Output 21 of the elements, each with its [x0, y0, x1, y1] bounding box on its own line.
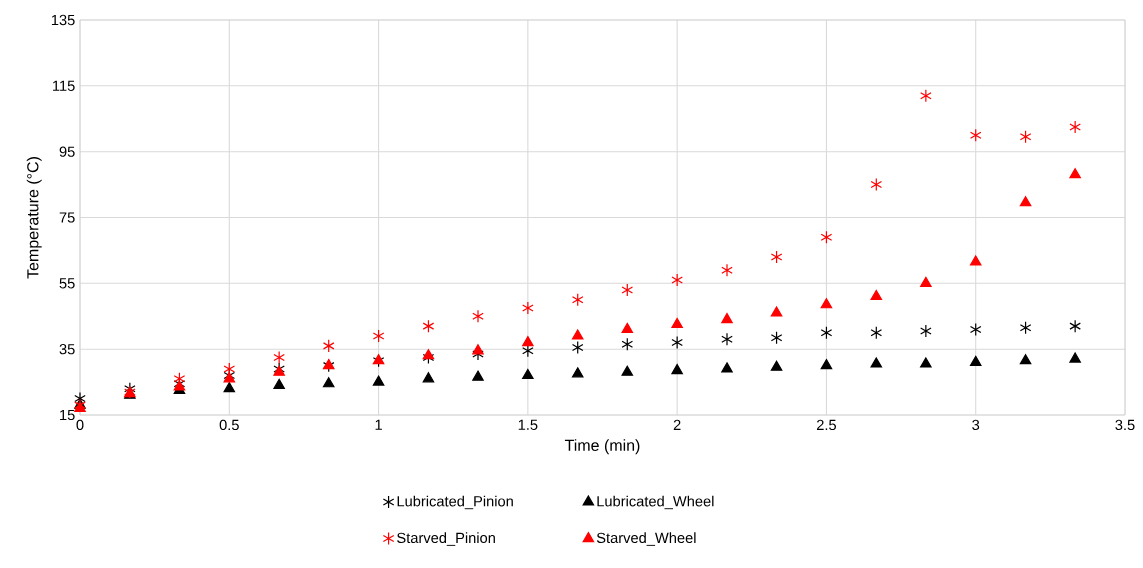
- x-tick-label: 1.5: [518, 419, 538, 430]
- y-tick-label: 75: [59, 212, 75, 223]
- legend-label: Lubricated_Pinion: [397, 495, 513, 510]
- x-tick-label: 3.5: [1115, 419, 1135, 431]
- x-axis-title: Time (min): [564, 439, 640, 455]
- y-tick-label: 95: [59, 146, 75, 157]
- x-tick-label: 0.5: [219, 419, 239, 431]
- x-tick-label: 3: [972, 419, 980, 431]
- y-tick-label: 135: [51, 14, 75, 26]
- legend-label: Starved_Wheel: [596, 532, 696, 546]
- y-tick-label: 115: [53, 80, 75, 91]
- y-tick-label: 35: [59, 343, 75, 355]
- y-tick-label: 15: [60, 409, 75, 421]
- x-tick-label: 2.5: [816, 419, 836, 431]
- x-tick-label: 2: [673, 419, 681, 430]
- x-tick-label: 0: [76, 419, 84, 431]
- legend-label: Starved_Pinion: [397, 532, 495, 546]
- y-axis-title: Temperature (°C): [26, 157, 42, 279]
- legend-label: Lubricated_Wheel: [597, 495, 714, 510]
- x-tick-label: 1: [375, 419, 382, 430]
- y-tick-label: 55: [59, 278, 75, 289]
